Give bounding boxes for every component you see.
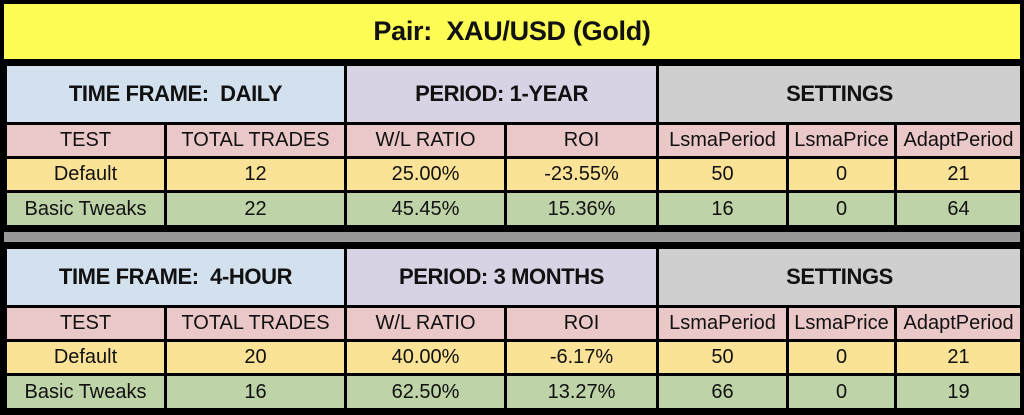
pair-title: Pair: XAU/USD (Gold) [4,4,1020,59]
four-hour-results-table: TIME FRAME: 4-HOUR PERIOD: 3 MONTHS SETT… [3,245,1024,411]
cell-lsma-price: 0 [786,190,897,228]
cell-roi: 15.36% [504,190,659,228]
daily-column-header-row: TEST TOTAL TRADES W/L RATIO ROI LsmaPeri… [4,122,1024,159]
four-hour-column-header-row: TEST TOTAL TRADES W/L RATIO ROI LsmaPeri… [4,305,1024,342]
col-lsma-price: LsmaPrice [786,305,898,342]
cell-lsma-price: 0 [786,155,897,194]
cell-wl-ratio: 62.50% [344,373,508,411]
col-adapt-period: AdaptPeriod [893,122,1024,159]
col-wl-ratio: W/L RATIO [344,122,507,159]
cell-wl-ratio: 45.45% [344,190,507,228]
daily-default-row: Default 12 25.00% -23.55% 50 0 21 [4,155,1024,194]
period-1year-header: PERIOD: 1-YEAR [344,62,659,126]
col-total-trades: TOTAL TRADES [163,305,348,342]
cell-lsma-price: 0 [786,373,898,411]
four-hour-basic-tweaks-row: Basic Tweaks 16 62.50% 13.27% 66 0 19 [4,373,1024,411]
col-roi: ROI [504,122,659,159]
section-divider [4,232,1020,242]
cell-lsma-period: 50 [656,338,790,377]
cell-roi: -23.55% [504,155,659,194]
cell-lsma-period: 16 [656,190,789,228]
cell-roi: -6.17% [504,338,660,377]
col-roi: ROI [504,305,660,342]
cell-total-trades: 22 [164,190,347,228]
cell-lsma-price: 0 [786,338,898,377]
col-lsma-period: LsmaPeriod [656,122,789,159]
col-wl-ratio: W/L RATIO [344,305,508,342]
daily-section-header: TIME FRAME: DAILY PERIOD: 1-YEAR SETTING… [4,62,1024,126]
col-adapt-period: AdaptPeriod [894,305,1024,342]
cell-wl-ratio: 25.00% [344,155,507,194]
cell-total-trades: 16 [163,373,348,411]
daily-basic-tweaks-row: Basic Tweaks 22 45.45% 15.36% 16 0 64 [4,190,1024,228]
cell-test: Basic Tweaks [4,190,167,228]
cell-lsma-period: 50 [656,155,789,194]
cell-adapt-period: 19 [894,373,1024,411]
col-lsma-period: LsmaPeriod [656,305,790,342]
cell-test: Default [4,155,167,194]
col-lsma-price: LsmaPrice [786,122,897,159]
cell-adapt-period: 21 [893,155,1024,194]
period-3months-header: PERIOD: 3 MONTHS [344,245,660,309]
cell-test: Default [4,338,167,377]
cell-adapt-period: 21 [894,338,1024,377]
cell-lsma-period: 66 [656,373,790,411]
four-hour-default-row: Default 20 40.00% -6.17% 50 0 21 [4,338,1024,377]
col-test: TEST [4,305,167,342]
col-test: TEST [4,122,167,159]
daily-results-table: TIME FRAME: DAILY PERIOD: 1-YEAR SETTING… [4,62,1024,228]
settings-header: SETTINGS [656,245,1024,309]
cell-wl-ratio: 40.00% [344,338,508,377]
cell-roi: 13.27% [504,373,660,411]
col-total-trades: TOTAL TRADES [164,122,347,159]
cell-adapt-period: 64 [893,190,1024,228]
four-hour-section-header: TIME FRAME: 4-HOUR PERIOD: 3 MONTHS SETT… [3,245,1024,309]
cell-total-trades: 20 [163,338,348,377]
timeframe-4hour-header: TIME FRAME: 4-HOUR [3,245,348,309]
cell-total-trades: 12 [164,155,347,194]
settings-header: SETTINGS [655,62,1024,126]
cell-test: Basic Tweaks [4,373,167,411]
timeframe-daily-header: TIME FRAME: DAILY [4,62,347,126]
